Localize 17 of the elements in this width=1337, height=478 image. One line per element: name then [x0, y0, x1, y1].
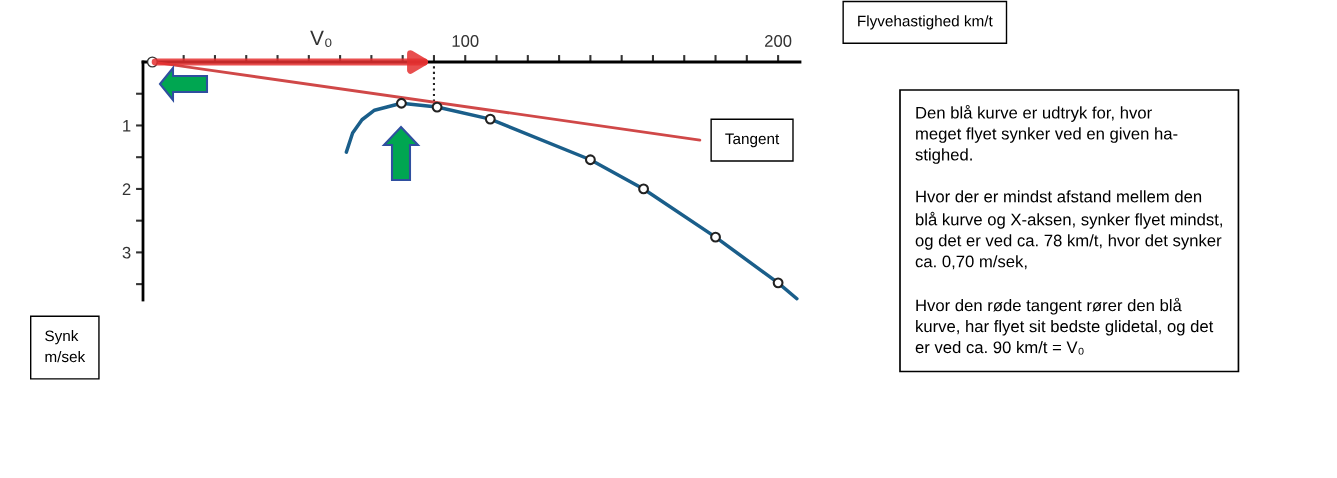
y-tick-label: 3: [122, 246, 131, 259]
y-axis-title: Synk m/sek: [45, 330, 86, 363]
x-tick-label: 200: [765, 35, 792, 47]
x-axis-title: Flyvehastighed km/t: [858, 15, 993, 30]
y-tick-label: 1: [123, 120, 131, 132]
point: [584, 154, 596, 166]
point: [638, 183, 649, 195]
annotation: Tangent: [725, 133, 780, 148]
y-tick-label: 2: [122, 183, 131, 195]
text: Den blå kurve er udtryk for, hvor meget flyet synker ved en given ha- stighed. Hvor der er mindst afstand mellem den blå kurve og X-aksen, synker flyet mindst, og det er ved ca. 78 km/t, hvor det synker ca. 0,70 m/sek, Hvor den røde tangent rører den blå kurve, har flyet sit bedste glidetal, og det er ved ca. 90 km/t = V₀: [915, 105, 1222, 355]
point: [710, 231, 721, 243]
point: [772, 277, 784, 289]
point: [484, 113, 496, 125]
text: V₀: [310, 30, 332, 47]
point: [395, 97, 407, 109]
x-tick-label: 100: [452, 35, 479, 47]
point: [431, 101, 443, 113]
